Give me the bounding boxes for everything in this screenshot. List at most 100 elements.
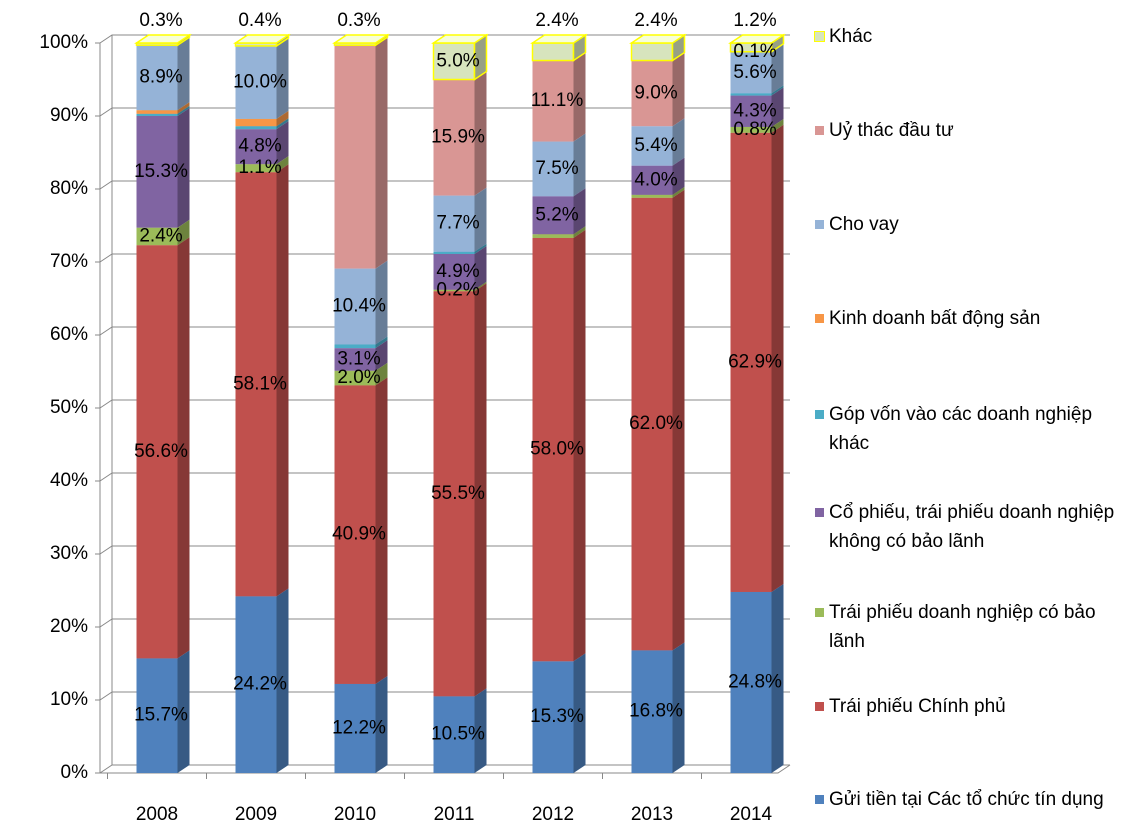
bar-segment — [631, 189, 685, 651]
legend-label: Trái phiếu Chính phủ — [829, 696, 1006, 717]
bar-segment — [730, 583, 784, 773]
bar-segment — [136, 108, 190, 228]
bar-front — [531, 42, 575, 62]
data-label: 5.0% — [436, 50, 479, 71]
bar-side — [375, 675, 388, 773]
legend-swatch — [815, 608, 824, 617]
x-tick-label: 2009 — [235, 804, 277, 825]
data-label: 58.0% — [530, 439, 584, 460]
x-tick-label: 2010 — [334, 804, 376, 825]
bar-front — [631, 126, 673, 166]
data-label: 4.9% — [436, 261, 479, 282]
bar-top — [233, 34, 291, 44]
bar-front — [136, 116, 178, 228]
bar-segment — [730, 124, 784, 592]
bar-front — [433, 79, 475, 196]
legend-swatch — [815, 410, 824, 419]
legend-item: Uỷ thác đầu tư — [815, 116, 1115, 145]
data-label: 15.3% — [134, 161, 188, 182]
bar-front — [730, 52, 772, 94]
bar-side — [474, 245, 487, 290]
bar-segment — [532, 653, 586, 773]
bar-side — [177, 37, 190, 111]
data-label: 16.8% — [629, 701, 683, 722]
bar-front — [235, 164, 277, 173]
x-tick-label: 2014 — [730, 804, 773, 825]
data-label: 10.0% — [233, 71, 287, 92]
bar-side — [771, 118, 784, 133]
bar-segment — [433, 283, 487, 697]
bar-top — [629, 34, 687, 44]
bar-side — [177, 108, 190, 228]
y-tick-label: 10% — [50, 689, 88, 710]
data-label: 15.3% — [530, 706, 584, 727]
data-label: 10.5% — [431, 724, 485, 745]
bar-segment — [728, 33, 786, 54]
floor — [100, 764, 791, 774]
bar-side — [177, 219, 190, 246]
data-label: 2.4% — [535, 10, 578, 31]
bar-side — [672, 189, 685, 651]
data-label: 5.6% — [733, 62, 776, 83]
data-label: 1.1% — [238, 157, 281, 178]
bar-side — [375, 260, 388, 345]
bar-front — [235, 45, 277, 119]
data-label: 4.0% — [634, 169, 677, 190]
bar-front — [433, 251, 475, 254]
bar-front — [532, 234, 574, 238]
bar-segment — [136, 37, 190, 111]
bar-segment — [532, 229, 586, 662]
bar-front — [631, 165, 673, 195]
y-tick-label: 20% — [50, 616, 88, 637]
data-label: 0.3% — [139, 10, 182, 31]
data-label: 1.2% — [733, 10, 776, 31]
data-label: 9.0% — [634, 82, 677, 103]
data-label: 24.2% — [233, 674, 287, 695]
bar-front — [730, 93, 772, 96]
data-label: 56.6% — [134, 441, 188, 462]
legend-swatch — [814, 31, 825, 42]
bar-front — [532, 141, 574, 197]
bar-front — [631, 194, 673, 198]
bar-segment — [433, 187, 487, 252]
data-label: 5.2% — [535, 204, 578, 225]
data-label: 24.8% — [728, 671, 782, 692]
legend-item: Gửi tiền tại Các tổ chức tín dụng — [815, 785, 1115, 814]
bar-side — [672, 186, 685, 198]
bar-segment — [631, 642, 685, 773]
bar-side — [573, 188, 586, 235]
data-label: 11.1% — [531, 90, 584, 111]
legend-swatch — [815, 126, 824, 135]
data-label: 8.9% — [139, 67, 182, 88]
legend-item: Trái phiếu Chính phủ — [815, 692, 1115, 721]
bar-front — [631, 197, 673, 651]
bar-segment — [532, 133, 586, 197]
x-tick-label: 2008 — [136, 804, 178, 825]
bar-front — [433, 289, 475, 292]
bar-front — [433, 195, 475, 252]
bar-side — [276, 588, 289, 773]
y-tick-label: 0% — [61, 762, 89, 783]
bar-side — [177, 102, 190, 114]
bar-front — [433, 253, 475, 290]
bar-side — [375, 340, 388, 371]
bar-segment — [332, 33, 390, 47]
data-label: 12.2% — [332, 717, 386, 738]
data-label: 0.3% — [337, 10, 380, 31]
bar-side — [672, 52, 685, 127]
bar-top — [431, 34, 489, 44]
bar-side — [375, 37, 388, 269]
bar-front — [334, 268, 376, 345]
legend-label: Cổ phiếu, trái phiếu doanh nghiệp không … — [829, 502, 1115, 552]
bar-side — [672, 642, 685, 773]
bar-front — [532, 237, 574, 662]
x-tick-label: 2011 — [434, 804, 475, 825]
bar-side — [573, 226, 586, 238]
bar-side — [771, 44, 784, 94]
bar-side — [177, 650, 190, 773]
legend-swatch — [815, 314, 824, 323]
bar-front — [730, 95, 772, 127]
y-tick-label: 90% — [50, 105, 88, 126]
bar-side — [573, 52, 586, 142]
